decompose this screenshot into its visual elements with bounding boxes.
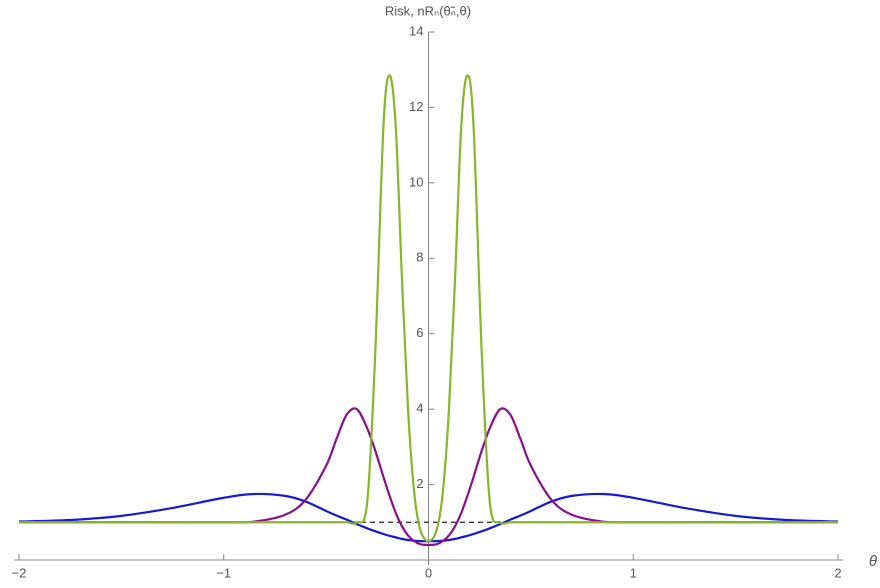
- y-tick-label: 2: [416, 476, 423, 491]
- series-line: [19, 74, 838, 543]
- y-tick-label: 12: [409, 99, 423, 114]
- y-tick-label: 4: [416, 401, 423, 416]
- x-tick-label: 2: [834, 565, 841, 580]
- x-tick-label: 0: [425, 565, 432, 580]
- y-tick-label: 14: [409, 23, 423, 38]
- y-tick-label: 6: [416, 325, 423, 340]
- y-axis-label: Risk, nRₙ(θ̃ₙ,θ): [385, 3, 471, 18]
- y-tick-label: 8: [416, 250, 423, 265]
- y-tick-label: 10: [409, 174, 423, 189]
- x-axis-label: θ: [869, 553, 877, 570]
- series-line: [19, 407, 838, 547]
- x-tick-label: −1: [216, 565, 231, 580]
- x-tick-label: 1: [630, 565, 637, 580]
- x-tick-label: −2: [12, 565, 27, 580]
